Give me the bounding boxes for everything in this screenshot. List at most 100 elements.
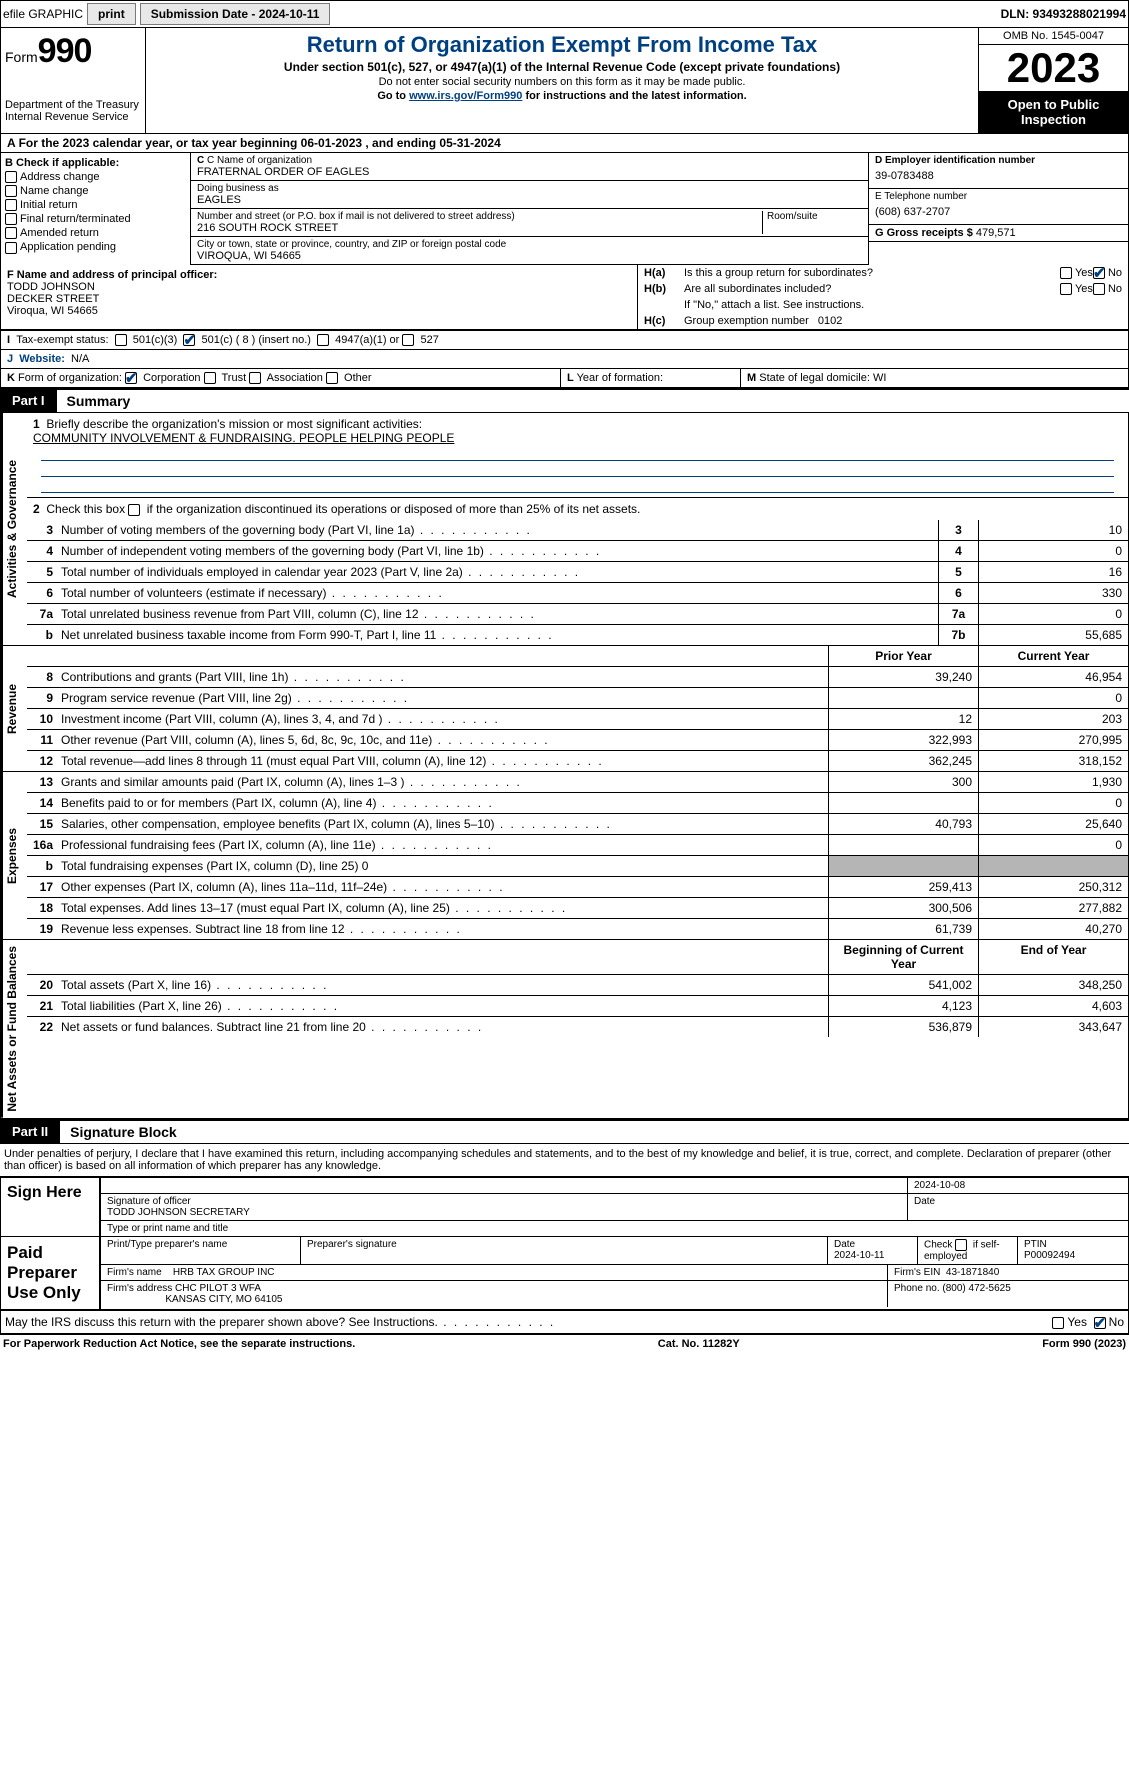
formorg-lbl: Form of organization: [18, 372, 122, 384]
part2-header: Part II Signature Block [0, 1119, 1129, 1143]
officer-lbl: F Name and address of principal officer: [7, 269, 217, 281]
ein-lbl: D Employer identification number [875, 155, 1035, 166]
city-lbl: City or town, state or province, country… [197, 239, 862, 250]
cb-discontinued[interactable] [128, 504, 140, 516]
line1-num: 1 [33, 417, 40, 431]
ptin-lbl: PTIN [1024, 1239, 1047, 1250]
submission-date-button[interactable]: Submission Date - 2024-10-11 [140, 3, 331, 25]
ifno-note: If "No," attach a list. See instructions… [684, 299, 1122, 311]
street-addr: 216 SOUTH ROCK STREET [197, 222, 762, 234]
part2-title: Signature Block [60, 1121, 187, 1143]
firm-ein-val: 43-1871840 [946, 1267, 999, 1278]
cb-selfemployed[interactable] [955, 1239, 967, 1251]
cb-initial[interactable]: Initial return [5, 199, 186, 211]
cb-501c3[interactable] [115, 334, 127, 346]
prep-sig-lbl: Preparer's signature [301, 1237, 828, 1264]
cb-addr[interactable]: Address change [5, 171, 186, 183]
officer-sig-name: TODD JOHNSON SECRETARY [107, 1207, 250, 1218]
hb-no[interactable] [1093, 283, 1105, 295]
col-b: B Check if applicable: Address change Na… [1, 153, 191, 265]
firm-addr2: KANSAS CITY, MO 64105 [165, 1294, 282, 1305]
form-word: Form [5, 49, 38, 65]
firm-addr1: CHC PILOT 3 WFA [175, 1283, 261, 1294]
form-header: Form990 Department of the Treasury Inter… [0, 28, 1129, 134]
hc-val: 0102 [818, 315, 842, 327]
tel-lbl: E Telephone number [875, 191, 1122, 202]
ha-yes[interactable] [1060, 267, 1072, 279]
m-tag: M [747, 372, 756, 384]
date-lbl: Date [908, 1194, 1128, 1220]
ha-tag: H(a) [644, 267, 684, 279]
part1-header: Part I Summary [0, 388, 1129, 412]
dba-lbl: Doing business as [197, 183, 862, 194]
line2-desc: Check this box [46, 502, 128, 516]
tel-val: (608) 637-2707 [875, 202, 1122, 222]
cb-527[interactable] [402, 334, 414, 346]
room-lbl: Room/suite [762, 211, 862, 234]
cb-final[interactable]: Final return/terminated [5, 213, 186, 225]
cat-number: Cat. No. 11282Y [658, 1338, 740, 1350]
firm-name-val: HRB TAX GROUP INC [173, 1267, 275, 1278]
cb-501c8[interactable] [183, 334, 195, 346]
dept-treasury: Department of the Treasury [5, 99, 141, 111]
hc-tag: H(c) [644, 315, 684, 327]
ha-lbl: Is this a group return for subordinates? [684, 267, 1060, 279]
discuss-question: May the IRS discuss this return with the… [5, 1315, 555, 1329]
officer-city: Viroqua, WI 54665 [7, 305, 631, 317]
website-lbl: Website: [19, 353, 65, 365]
section-fh: F Name and address of principal officer:… [0, 265, 1129, 330]
cb-corp[interactable] [125, 372, 137, 384]
cb-pending[interactable]: Application pending [5, 241, 186, 253]
firm-name-lbl: Firm's name [107, 1267, 162, 1278]
cb-assoc[interactable] [249, 372, 261, 384]
dln-label: DLN: 93493288021994 [1001, 7, 1126, 21]
city-val: VIROQUA, WI 54665 [197, 250, 862, 262]
penalty-text: Under penalties of perjury, I declare th… [0, 1143, 1129, 1176]
k-tag: K [7, 372, 15, 384]
print-button[interactable]: print [87, 3, 136, 25]
ptin-val: P00092494 [1024, 1250, 1075, 1261]
sig-off-lbl: Signature of officer [107, 1196, 191, 1207]
status-lbl: Tax-exempt status: [16, 334, 108, 346]
irs-label: Internal Revenue Service [5, 111, 141, 123]
cb-4947[interactable] [317, 334, 329, 346]
firm-ein-lbl: Firm's EIN [894, 1267, 940, 1278]
vtab-expenses: Expenses [1, 772, 27, 939]
hb-lbl: Are all subordinates included? [684, 283, 1060, 295]
part1-tab: Part I [0, 390, 57, 412]
yearform-lbl: Year of formation: [577, 372, 663, 384]
summary-expenses: Expenses 13Grants and similar amounts pa… [0, 772, 1129, 940]
website-val: N/A [71, 353, 89, 365]
omb-number: OMB No. 1545-0047 [979, 28, 1128, 45]
discuss-no[interactable] [1094, 1317, 1106, 1329]
efile-label: efile GRAPHIC [3, 7, 83, 21]
ein-val: 39-0783488 [875, 166, 1122, 186]
col-d: D Employer identification number39-07834… [868, 153, 1128, 265]
cb-trust[interactable] [204, 372, 216, 384]
prior-year-hdr: Prior Year [828, 646, 978, 666]
vtab-revenue: Revenue [1, 646, 27, 771]
irs-url-link[interactable]: www.irs.gov/Form990 [409, 90, 522, 102]
prep-date-val: 2024-10-11 [834, 1250, 884, 1261]
vtab-governance: Activities & Governance [1, 413, 27, 645]
ha-no[interactable] [1093, 267, 1105, 279]
l-tag: L [567, 372, 574, 384]
ssn-warning: Do not enter social security numbers on … [150, 76, 974, 88]
form-number: 990 [38, 32, 92, 70]
cb-other[interactable] [326, 372, 338, 384]
cb-name[interactable]: Name change [5, 185, 186, 197]
firm-phone-val: (800) 472-5625 [942, 1283, 1010, 1294]
hb-tag: H(b) [644, 283, 684, 295]
dba-name: EAGLES [197, 194, 862, 206]
prep-date-lbl: Date [834, 1239, 855, 1250]
officer-name: TODD JOHNSON [7, 281, 631, 293]
discuss-yes[interactable] [1052, 1317, 1064, 1329]
firm-phone-lbl: Phone no. [894, 1283, 940, 1294]
hb-yes[interactable] [1060, 283, 1072, 295]
signature-block: Sign Here 2024-10-08 Signature of office… [0, 1176, 1129, 1311]
prep-name-lbl: Print/Type preparer's name [101, 1237, 301, 1264]
tax-year-range: For the 2023 calendar year, or tax year … [19, 136, 501, 150]
firm-addr-lbl: Firm's address [107, 1283, 172, 1294]
summary-net: Net Assets or Fund Balances Beginning of… [0, 940, 1129, 1119]
cb-amended[interactable]: Amended return [5, 227, 186, 239]
